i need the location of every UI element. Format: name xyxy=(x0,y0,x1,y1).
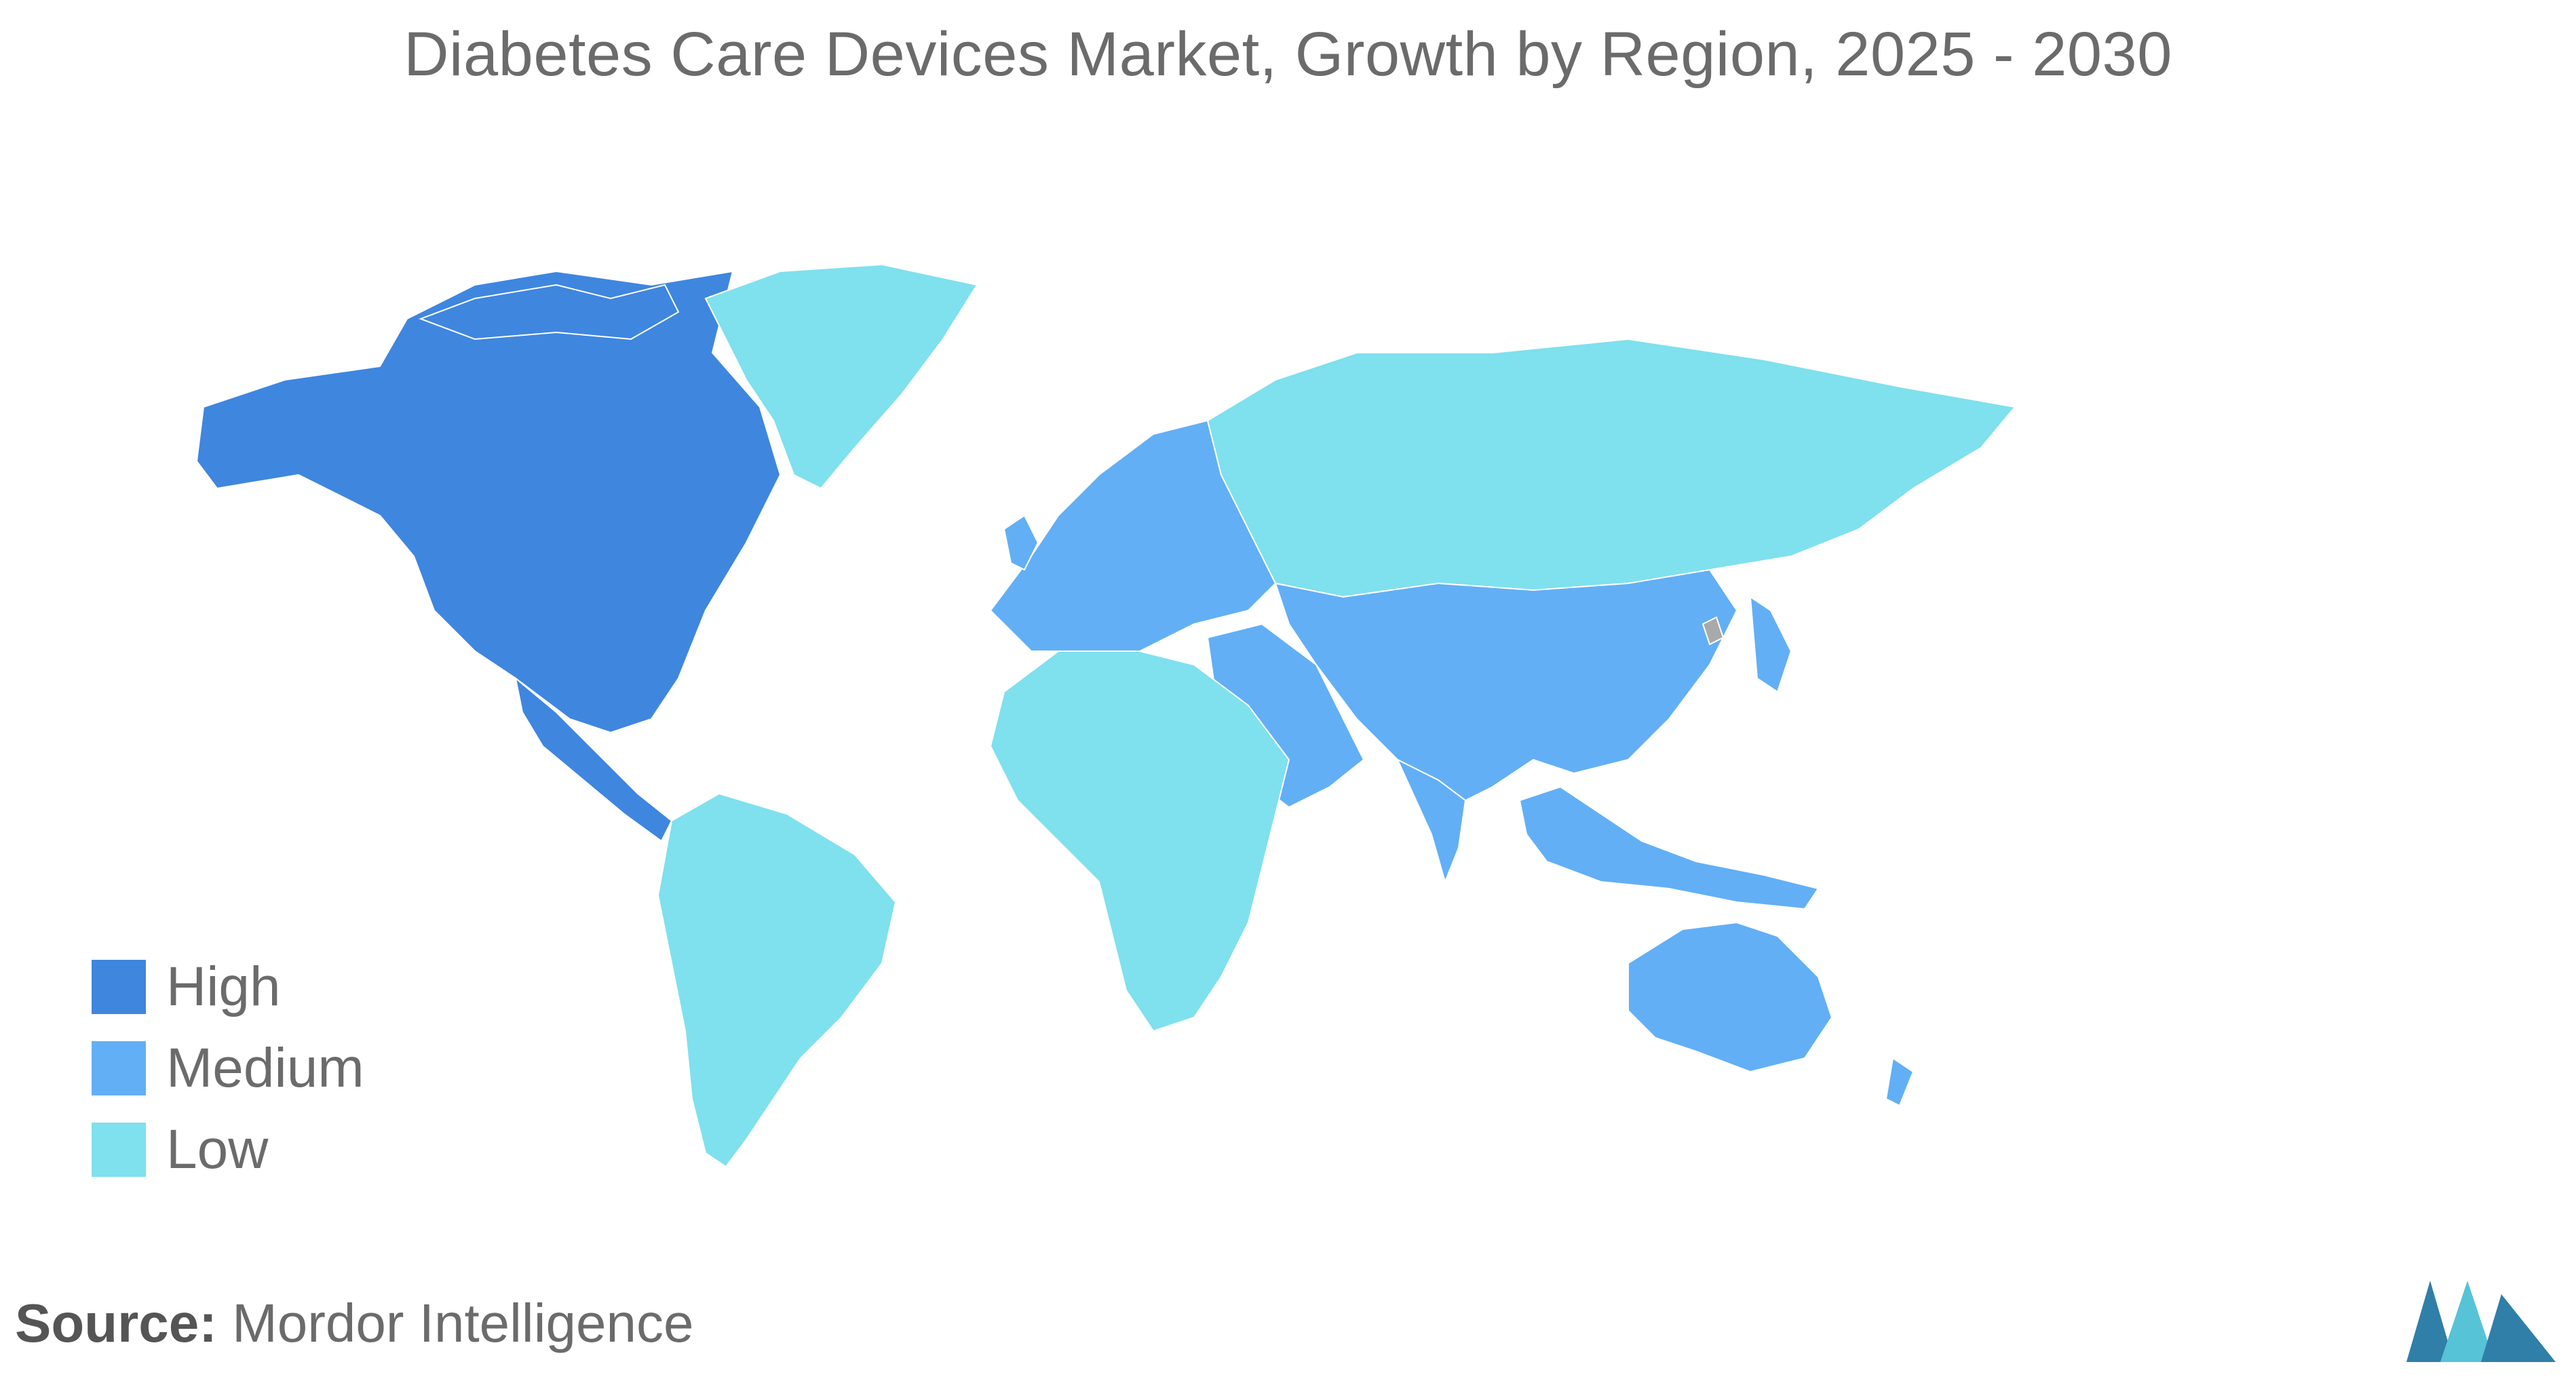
legend-label-low: Low xyxy=(166,1119,269,1180)
region-japan xyxy=(1749,596,1792,693)
region-asia xyxy=(1274,568,1738,802)
legend-swatch-medium xyxy=(92,1041,146,1095)
region-new-zealand xyxy=(1885,1057,1915,1107)
region-africa xyxy=(989,650,1290,1032)
legend-item-low: Low xyxy=(92,1109,364,1190)
region-north-america xyxy=(195,270,782,734)
region-greenland xyxy=(704,263,978,490)
legend-item-high: High xyxy=(92,946,364,1028)
region-australia xyxy=(1628,921,1833,1073)
region-uk xyxy=(1003,514,1039,571)
region-south-america xyxy=(657,792,897,1168)
source-label: Source: xyxy=(15,1293,217,1353)
region-southeast-asia xyxy=(1518,785,1820,910)
chart-title: Diabetes Care Devices Market, Growth by … xyxy=(404,20,2172,89)
source-value: Mordor Intelligence xyxy=(232,1293,694,1353)
region-central-america xyxy=(514,676,673,842)
legend-label-medium: Medium xyxy=(166,1037,364,1099)
region-india xyxy=(1396,758,1467,885)
region-north-korea xyxy=(1702,616,1725,646)
legend-swatch-high xyxy=(92,960,146,1014)
region-russia xyxy=(1206,338,2016,598)
source-text: Source: Mordor Intelligence xyxy=(15,1292,693,1355)
legend-label-high: High xyxy=(166,956,281,1017)
region-canadian-arctic xyxy=(419,284,680,341)
legend-swatch-low xyxy=(92,1123,146,1177)
mordor-intelligence-logo xyxy=(2406,1281,2556,1362)
legend: High Medium Low xyxy=(92,946,364,1190)
legend-item-medium: Medium xyxy=(92,1028,364,1109)
